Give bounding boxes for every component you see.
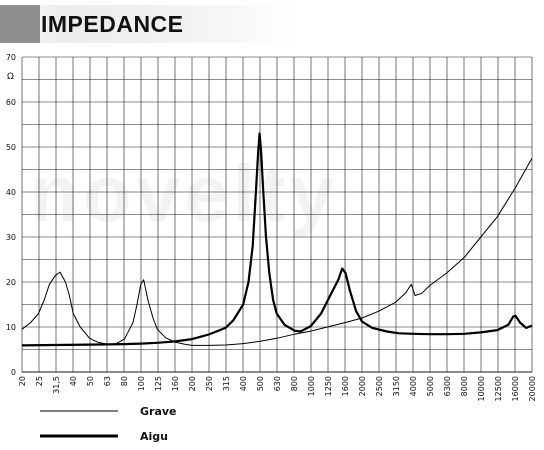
x-tick-label: 1600 [341,376,350,396]
x-tick-label: 250 [205,376,214,391]
x-tick-label: 31,5 [52,376,61,394]
y-axis-label: Ω [7,72,14,82]
legend-label-grave: Grave [140,405,177,418]
x-tick-label: 200 [188,376,197,391]
title-accent-block [0,5,40,43]
x-tick-label: 20000 [528,376,537,401]
x-tick-label: 5000 [426,376,435,396]
x-tick-label: 25 [35,376,44,386]
series [21,132,533,347]
x-tick-label: 16000 [511,376,520,401]
y-tick-label: 30 [6,233,16,242]
x-tick-label: 2500 [375,376,384,396]
x-tick-label: 630 [273,376,282,391]
x-tick-label: 40 [69,376,78,386]
y-tick-label: 0 [11,368,16,377]
x-tick-label: 2000 [358,376,367,396]
x-tick-label: 1000 [307,376,316,396]
x-tick-label: 10000 [477,376,486,401]
y-tick-label: 50 [6,143,16,152]
legend: Grave Aigu [40,405,177,443]
x-tick-label: 80 [120,376,129,386]
page-title: IMPEDANCE [41,11,184,37]
x-tick-label: 160 [171,376,180,391]
y-tick-label: 60 [6,98,16,107]
y-tick-label: 70 [6,53,16,62]
x-tick-label: 8000 [460,376,469,396]
x-tick-label: 125 [154,376,163,391]
series-line-grave [21,158,533,346]
series-line-aigu [21,132,533,347]
x-tick-label: 800 [290,376,299,391]
x-tick-label: 6300 [443,376,452,396]
x-tick-label: 400 [239,376,248,391]
x-tick-label: 20 [18,376,27,386]
x-tick-label: 63 [103,376,112,386]
y-tick-label: 40 [6,188,16,197]
x-tick-label: 12500 [494,376,503,401]
x-tick-label: 3150 [392,376,401,396]
x-tick-label: 4000 [409,376,418,396]
x-tick-label: 315 [222,376,231,391]
x-tick-label: 100 [137,376,146,391]
x-tick-label: 50 [86,376,95,386]
y-tick-label: 20 [6,278,16,287]
x-tick-label: 1250 [324,376,333,396]
grid [21,56,533,373]
x-tick-label: 500 [256,376,265,391]
title-bar: IMPEDANCE [0,5,300,43]
x-axis: 20 25 31,5 40 50 63 80 100 125 160 200 250 315 400 500… [18,376,537,401]
legend-label-aigu: Aigu [140,430,168,443]
y-tick-label: 10 [6,323,16,332]
y-axis: 0 10 20 30 40 50 60 70 [6,53,16,377]
